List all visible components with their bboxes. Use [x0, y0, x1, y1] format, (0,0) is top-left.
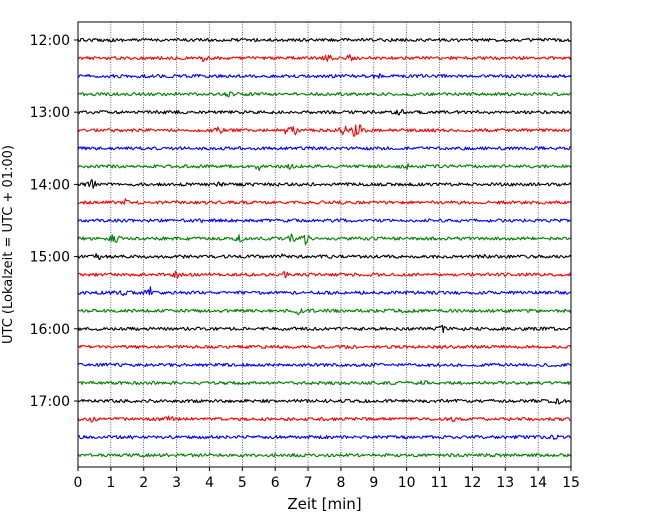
x-tick-label: 6: [271, 475, 280, 491]
seismic-trace: [78, 55, 571, 62]
y-axis-label: UTC (Lokalzeit = UTC + 01:00): [1, 145, 16, 344]
seismic-trace: [78, 125, 571, 136]
seismic-trace: [78, 254, 571, 260]
seismic-trace: [78, 199, 571, 205]
seismic-trace: [78, 399, 571, 404]
y-tick-label: 14:00: [30, 177, 70, 193]
seismic-trace: [78, 92, 571, 97]
x-tick-label: 12: [463, 475, 481, 491]
seismic-trace: [78, 435, 571, 439]
x-tick-label: 3: [172, 475, 181, 491]
y-tick-label: 17:00: [30, 394, 70, 410]
seismic-trace: [78, 287, 571, 296]
seismic-trace: [78, 180, 571, 189]
seismic-trace: [78, 164, 571, 171]
x-axis-label: Zeit [min]: [287, 495, 361, 513]
seismic-trace: [78, 110, 571, 116]
x-tick-label: 8: [336, 475, 345, 491]
seismic-trace: [78, 363, 571, 366]
trace-layer: [78, 38, 571, 456]
x-tick-label: 1: [106, 475, 115, 491]
x-tick-label: 14: [529, 475, 547, 491]
seismic-trace: [78, 74, 571, 79]
seismic-trace: [78, 325, 571, 332]
x-tick-label: 9: [369, 475, 378, 491]
x-tick-label: 5: [238, 475, 247, 491]
x-tick-label: 11: [431, 475, 449, 491]
seismic-trace: [78, 234, 571, 245]
y-axis: 12:00 13:00 14:00 15:00 16:00 17:00: [30, 33, 78, 410]
x-tick-label: 7: [304, 475, 313, 491]
seismic-trace: [78, 147, 571, 150]
x-tick-label: 10: [398, 475, 416, 491]
x-tick-label: 15: [562, 475, 580, 491]
y-tick-label: 13:00: [30, 105, 70, 121]
seismic-trace: [78, 381, 571, 385]
seismic-trace: [78, 38, 571, 41]
seismic-trace: [78, 219, 571, 223]
x-tick-label: 2: [139, 475, 148, 491]
x-tick-label: 4: [205, 475, 214, 491]
y-tick-label: 12:00: [30, 33, 70, 49]
y-tick-label: 15:00: [30, 250, 70, 266]
seismic-trace: [78, 345, 571, 348]
seismic-trace: [78, 271, 571, 278]
seismic-trace: [78, 309, 571, 315]
x-tick-label: 0: [74, 475, 83, 491]
x-tick-label: 13: [496, 475, 514, 491]
x-axis: 0 1 2 3 4 5 6 7 8 9 10 11 12 13 14 15: [74, 467, 580, 491]
seismic-trace: [78, 416, 571, 422]
y-tick-label: 16:00: [30, 322, 70, 338]
seismic-trace: [78, 454, 571, 457]
